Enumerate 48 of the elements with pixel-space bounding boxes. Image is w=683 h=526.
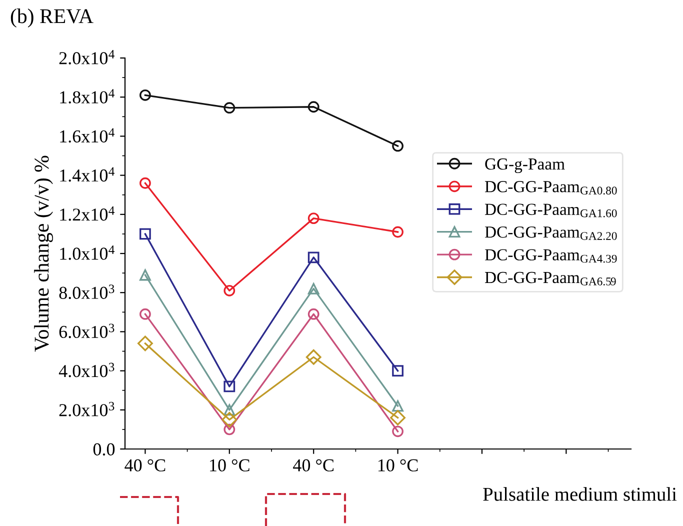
point xyxy=(392,400,404,412)
y-tick-label: 1.2x10$^{4}$ xyxy=(60,206,115,221)
point xyxy=(222,412,238,428)
y-tick-label: 1.8x10$^{4}$ xyxy=(60,89,115,104)
point xyxy=(390,410,406,426)
y-tick-label: 0.0 xyxy=(93,443,115,456)
point xyxy=(308,308,320,320)
point xyxy=(140,269,151,281)
y-tick-label: 8.0x10$^{3}$ xyxy=(59,284,114,300)
y-tick-label: 6.0x10$^{3}$ xyxy=(59,324,114,338)
point xyxy=(140,89,151,101)
legend-label: DC-GG-Paam$_{GA1.60}$ xyxy=(484,204,617,218)
point xyxy=(392,140,404,152)
point xyxy=(224,380,236,392)
point xyxy=(140,308,151,320)
text: Pulsatile medium stimuli xyxy=(483,487,677,501)
point xyxy=(140,177,151,189)
chart-title: (b) REVA xyxy=(10,8,94,28)
y-tick-label: 4.0x10$^{3}$ xyxy=(58,362,114,378)
x-tick-label: 10 °C xyxy=(378,459,418,472)
point xyxy=(140,228,151,240)
y-tick-label: 2.0x10$^{4}$ xyxy=(59,50,115,64)
point xyxy=(137,336,153,352)
point xyxy=(224,102,236,114)
x-tick-label: 40 °C xyxy=(124,459,166,472)
point xyxy=(392,365,404,376)
legend-label: DC-GG-Paam$_{GA6.59}$ xyxy=(484,272,616,286)
x-tick-label: 40 °C xyxy=(293,459,334,472)
point xyxy=(392,226,404,238)
legend-label: DC-GG-Paam$_{GA4.39}$ xyxy=(484,249,617,263)
y-tick-label: 1.0x10$^{4}$ xyxy=(60,246,115,260)
point xyxy=(308,101,320,113)
y-axis-title: Volume change (v/v) % xyxy=(34,156,54,352)
point xyxy=(308,252,320,264)
y-tick-label: 2.0x10$^{3}$ xyxy=(59,402,114,416)
y-tick-label: 1.6x10$^{4}$ xyxy=(60,128,115,143)
point xyxy=(308,212,320,224)
point xyxy=(224,404,236,416)
x-tick-label: 10 °C xyxy=(210,459,250,472)
legend-label: DC-GG-Paam$_{GA0.80}$ xyxy=(484,181,617,195)
legend-label: GG-g-Paam xyxy=(485,158,565,174)
y-tick-label: 1.4x10$^{4}$ xyxy=(60,167,115,182)
point xyxy=(224,284,236,296)
point xyxy=(308,282,320,294)
point xyxy=(224,424,236,436)
point xyxy=(306,349,322,365)
legend-label: DC-GG-Paam$_{GA2.20}$ xyxy=(484,226,617,240)
point xyxy=(392,426,404,438)
